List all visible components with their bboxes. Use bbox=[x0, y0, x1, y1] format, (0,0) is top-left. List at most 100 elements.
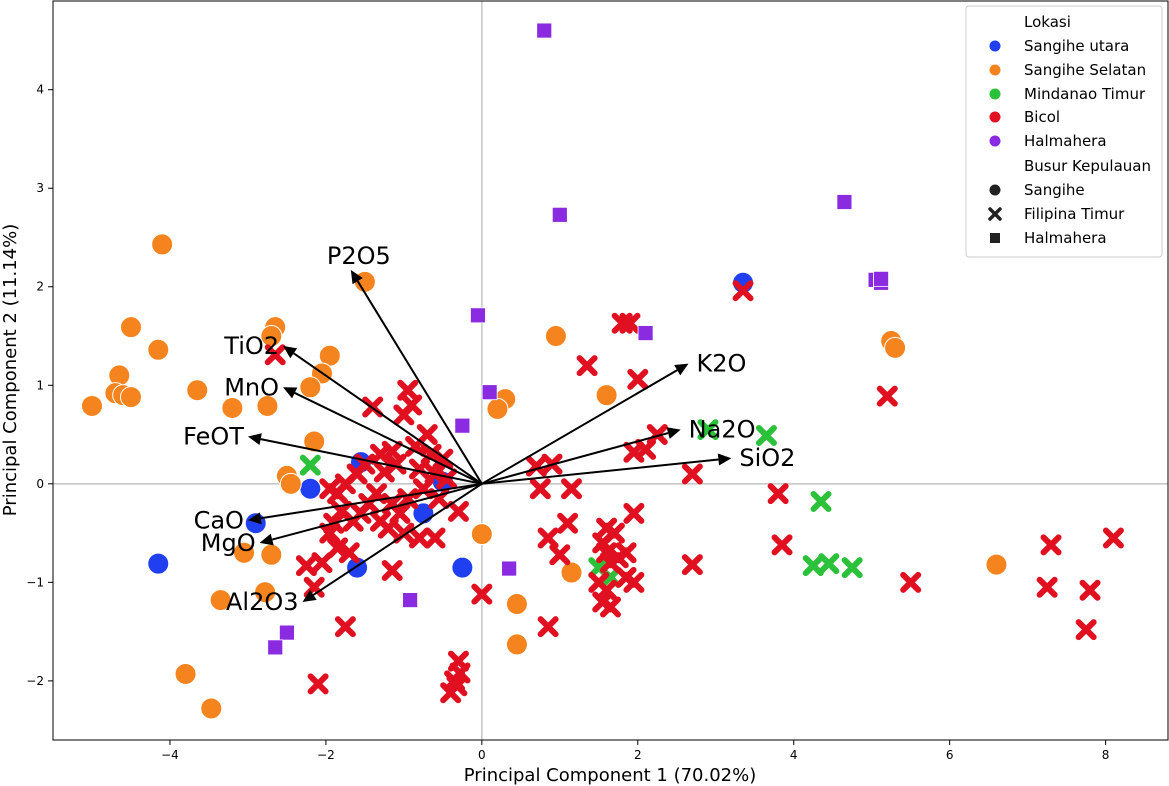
data-point bbox=[233, 541, 256, 564]
data-point bbox=[755, 425, 777, 447]
data-point bbox=[311, 552, 333, 574]
data-point bbox=[254, 581, 277, 604]
legend-label-filipina-timur: Filipina Timur bbox=[1024, 205, 1125, 223]
legend-marker-mindanao-timur bbox=[989, 88, 1001, 100]
x-tick-label: −2 bbox=[317, 748, 335, 762]
data-point bbox=[402, 592, 419, 608]
data-point bbox=[279, 472, 302, 495]
loading-label-tio2: TiO2 bbox=[223, 332, 279, 360]
data-point bbox=[561, 478, 583, 500]
legend: Lokasi Sangihe utara Sangihe Selatan Min… bbox=[965, 5, 1163, 258]
data-point bbox=[818, 553, 840, 575]
series-halmahera bbox=[267, 22, 889, 656]
legend-marker-halmahera bbox=[989, 135, 1001, 147]
legend-label-bicol: Bicol bbox=[1024, 108, 1060, 126]
data-point bbox=[637, 325, 654, 341]
arrowhead-mgo bbox=[259, 533, 274, 546]
data-point bbox=[841, 557, 863, 579]
arrowhead-sio2 bbox=[717, 453, 732, 466]
x-tick-label: 8 bbox=[1102, 748, 1110, 762]
loading-label-sio2: SiO2 bbox=[739, 444, 795, 472]
data-point bbox=[1075, 619, 1097, 641]
data-point bbox=[549, 544, 571, 566]
y-tick-label: 3 bbox=[36, 181, 44, 195]
data-point bbox=[279, 624, 295, 641]
loading-label-k2o: K2O bbox=[696, 350, 746, 378]
data-point bbox=[147, 338, 170, 361]
data-point bbox=[900, 571, 922, 593]
legend-style-title: Busur Kepulauan bbox=[1024, 157, 1151, 175]
data-point bbox=[505, 633, 528, 656]
data-point bbox=[576, 355, 598, 377]
arrowhead-na2o bbox=[666, 427, 681, 439]
arrow-na2o bbox=[481, 432, 669, 485]
data-point bbox=[560, 561, 583, 584]
data-point bbox=[697, 419, 719, 441]
arrow-k2o bbox=[481, 369, 678, 485]
arrowhead-k2o bbox=[674, 363, 689, 376]
data-point bbox=[436, 468, 458, 490]
data-point bbox=[299, 376, 322, 399]
legend-box bbox=[965, 5, 1163, 258]
data-point bbox=[646, 424, 668, 446]
x-tick-label: 6 bbox=[946, 748, 954, 762]
data-point bbox=[985, 553, 1008, 576]
data-point bbox=[802, 555, 824, 577]
data-point bbox=[151, 233, 174, 256]
data-point bbox=[627, 368, 649, 390]
y-tick-label: 0 bbox=[36, 477, 44, 491]
data-point bbox=[307, 673, 329, 695]
loading-label-p2o5: P2O5 bbox=[327, 242, 391, 270]
loading-label-feot: FeOT bbox=[183, 423, 244, 451]
legend-marker-circle bbox=[989, 184, 1001, 196]
plot-area-frame bbox=[52, 0, 1169, 741]
data-point bbox=[884, 336, 907, 359]
data-point bbox=[1036, 576, 1058, 598]
x-axis-ticks: −4 −2 0 2 4 6 8 bbox=[161, 740, 1109, 762]
data-point bbox=[119, 386, 142, 409]
loading-label-mno: MnO bbox=[224, 373, 279, 401]
y-tick-label: 4 bbox=[36, 83, 44, 97]
data-point bbox=[119, 316, 142, 339]
loading-label-mgo: MgO bbox=[201, 529, 256, 557]
data-point bbox=[501, 560, 518, 577]
data-point bbox=[767, 483, 789, 505]
arrowhead-al2o3 bbox=[302, 589, 317, 603]
data-point bbox=[876, 385, 898, 407]
data-point bbox=[681, 463, 703, 485]
data-point bbox=[385, 453, 407, 475]
arrowhead-p2o5 bbox=[350, 269, 363, 285]
data-point bbox=[147, 552, 170, 575]
data-point bbox=[551, 206, 568, 223]
legend-label-sangihe-arc: Sangihe bbox=[1024, 181, 1085, 199]
arrow-cao bbox=[260, 482, 483, 520]
legend-marker-sangihe-utara bbox=[989, 40, 1001, 52]
data-point bbox=[623, 502, 645, 524]
data-point bbox=[544, 325, 567, 348]
data-point bbox=[200, 697, 223, 720]
data-point bbox=[1102, 527, 1124, 549]
x-tick-label: −4 bbox=[161, 748, 179, 762]
data-point bbox=[595, 384, 618, 407]
data-point bbox=[1079, 579, 1101, 601]
x-axis-label: Principal Component 1 (70.02%) bbox=[464, 765, 757, 786]
data-point bbox=[471, 583, 493, 605]
data-point bbox=[600, 596, 621, 618]
legend-marker-square bbox=[990, 233, 1000, 243]
data-point bbox=[260, 325, 283, 348]
arrowhead-cao bbox=[247, 512, 262, 525]
data-point bbox=[615, 542, 637, 564]
data-point bbox=[319, 522, 341, 544]
data-point bbox=[174, 662, 197, 685]
legend-label-sangihe-utara: Sangihe utara bbox=[1024, 37, 1129, 55]
arrow-p2o5 bbox=[356, 280, 483, 485]
data-point bbox=[446, 675, 468, 697]
data-point bbox=[454, 417, 471, 434]
data-point bbox=[873, 270, 889, 287]
data-point bbox=[447, 500, 469, 522]
x-tick-label: 2 bbox=[634, 748, 642, 762]
legend-label-mindanao-timur: Mindanao Timur bbox=[1024, 85, 1146, 103]
data-point bbox=[451, 556, 474, 579]
series-mindanao-timur bbox=[299, 419, 863, 588]
data-point bbox=[424, 527, 446, 549]
